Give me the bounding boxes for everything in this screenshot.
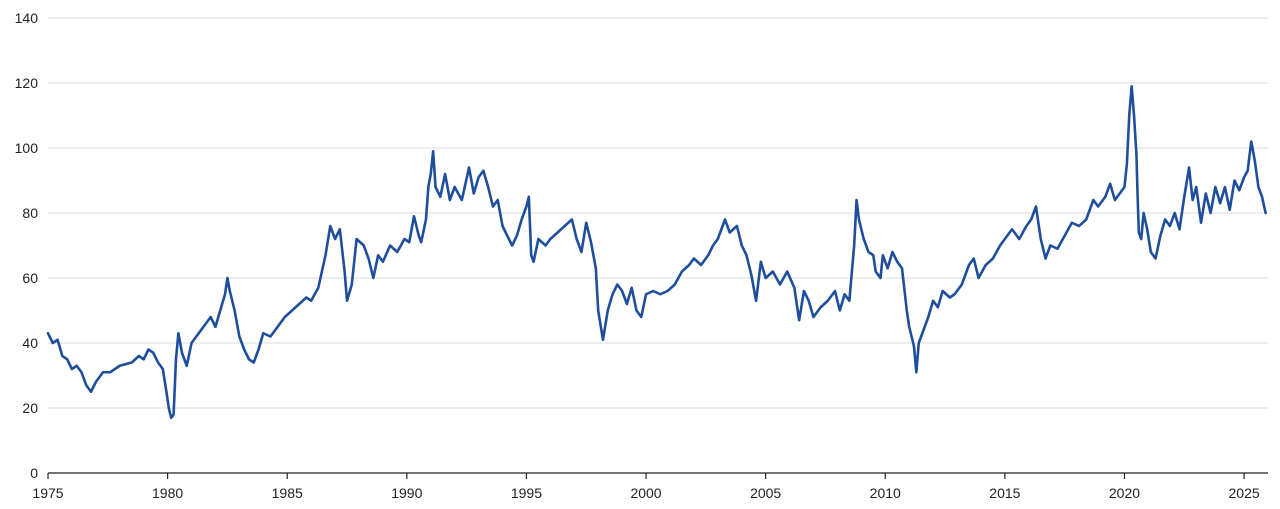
x-tick-label: 1990 [391, 485, 422, 501]
x-tick-label: 2000 [630, 485, 661, 501]
y-tick-label: 120 [15, 75, 39, 91]
x-tick-label: 2025 [1229, 485, 1260, 501]
x-tick-label: 1985 [272, 485, 303, 501]
x-tick-label: 2020 [1109, 485, 1140, 501]
series-line-0 [46, 84, 1267, 420]
x-tick-label: 1980 [152, 485, 183, 501]
series-group [46, 84, 1267, 420]
y-tick-label: 80 [22, 205, 38, 221]
y-tick-label: 100 [15, 140, 39, 156]
x-tick-label: 1975 [32, 485, 63, 501]
x-tick-label: 2005 [750, 485, 781, 501]
y-tick-label: 40 [22, 335, 38, 351]
y-tick-label: 0 [30, 465, 38, 481]
y-axis-tick-labels: 0 20 40 60 80 100 120 140 [15, 10, 39, 481]
gridlines [48, 17, 1268, 409]
x-tick-label: 1995 [511, 485, 542, 501]
x-tick-label: 2010 [870, 485, 901, 501]
y-tick-label: 20 [22, 400, 38, 416]
y-tick-label: 140 [15, 10, 39, 26]
x-tick-label: 2015 [989, 485, 1020, 501]
y-tick-label: 60 [22, 270, 38, 286]
x-axis: 1975 1980 1985 1990 1995 2000 2005 2010 2015 2020… [32, 472, 1268, 501]
